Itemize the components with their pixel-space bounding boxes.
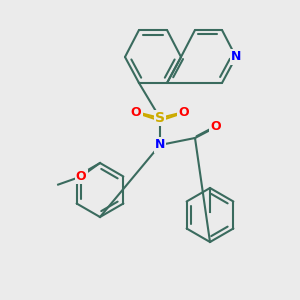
Text: S: S — [155, 111, 165, 125]
Text: N: N — [155, 139, 165, 152]
Text: O: O — [76, 170, 86, 183]
Text: O: O — [131, 106, 141, 118]
Text: N: N — [231, 50, 241, 64]
Text: O: O — [211, 121, 221, 134]
Text: O: O — [179, 106, 189, 118]
